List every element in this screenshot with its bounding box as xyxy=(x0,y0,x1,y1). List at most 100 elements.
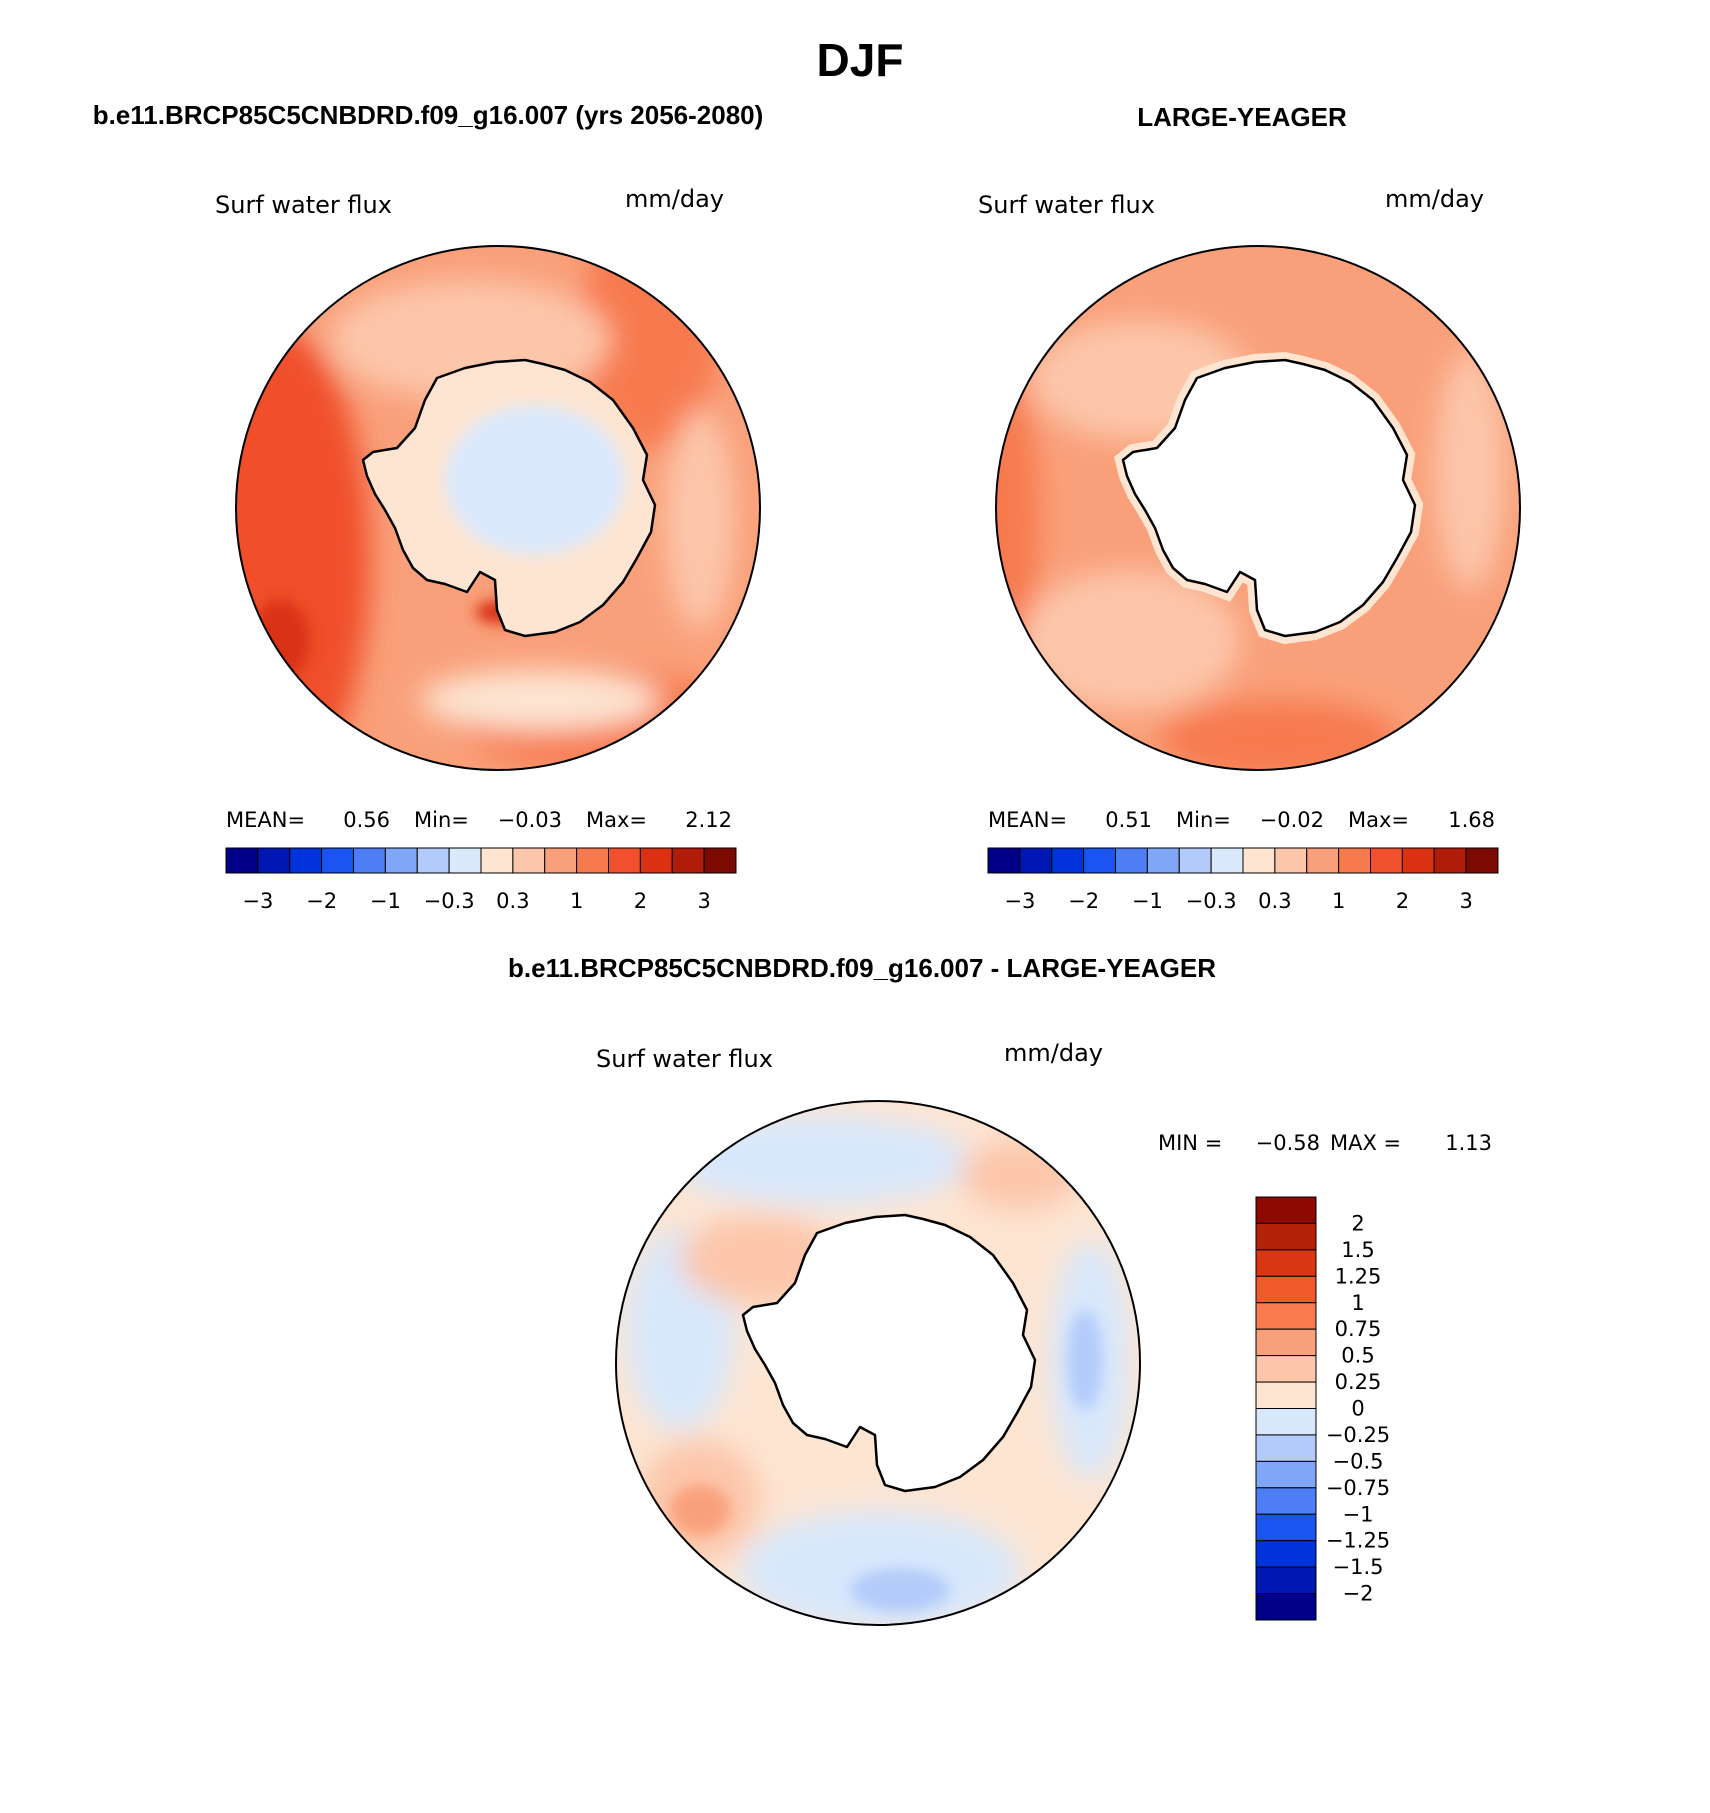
colorbar-tick-label: −1 xyxy=(370,889,401,913)
colorbar-swatch xyxy=(1306,847,1340,874)
colorbar-tick-label: 0.25 xyxy=(1335,1370,1382,1394)
stats-left: MEAN= 0.56 Min= −0.03 Max= 2.12 xyxy=(226,808,732,832)
colorbar-tick-label: −2 xyxy=(1343,1582,1374,1606)
colorbar-tick-label: 0 xyxy=(1351,1397,1364,1421)
colorbar-diff: 2 1.51.25 10.75 0.50.25 0−0.25−0.5 −0.75−1 −1.… xyxy=(1255,1196,1390,1621)
stat-max-label: Max= xyxy=(586,808,647,832)
colorbar-tick-label: 2 xyxy=(634,889,647,913)
stat-max-label: MAX = xyxy=(1330,1131,1401,1155)
panel-diff-variable: Surf water flux xyxy=(596,1045,773,1073)
colorbar-tick-label: 2 xyxy=(1396,889,1409,913)
colorbar-tick-label: 1 xyxy=(1332,889,1345,913)
colorbar-swatch xyxy=(703,847,737,874)
panel-right-header: LARGE-YEAGER xyxy=(1137,102,1347,132)
map-left xyxy=(236,246,760,770)
panel-diff-header: b.e11.BRCP85C5CNBDRD.f09_g16.007 - LARGE… xyxy=(508,953,1216,983)
stats-diff: MIN = −0.58 MAX = 1.13 xyxy=(1158,1131,1492,1155)
colorbar-swatch xyxy=(321,847,354,874)
colorbar-swatch xyxy=(416,847,450,874)
colorbar-swatch xyxy=(639,847,673,874)
colorbar-tick-label: 3 xyxy=(697,889,710,913)
colorbar-swatch xyxy=(480,847,514,874)
colorbar-tick-label: −0.3 xyxy=(424,889,475,913)
stat-max-value: 1.13 xyxy=(1445,1131,1492,1155)
colorbar-swatch xyxy=(1242,847,1276,874)
stat-min-label: Min= xyxy=(414,808,469,832)
stat-min-value: −0.02 xyxy=(1260,808,1324,832)
colorbar-swatch xyxy=(1255,1249,1317,1277)
colorbar-swatch xyxy=(1255,1302,1317,1330)
colorbar-swatch xyxy=(1370,847,1403,874)
panel-right: LARGE-YEAGER Surf water flux mm/day MEAN… xyxy=(978,102,1521,913)
colorbar-left: −3 −2 −1 −0.3 0.3 1 2 3 xyxy=(225,847,737,913)
colorbar-swatch xyxy=(1255,1381,1317,1409)
colorbar-swatch xyxy=(1210,847,1244,874)
colorbar-tick-label: −3 xyxy=(1004,889,1035,913)
colorbar-swatch xyxy=(608,847,641,874)
colorbar-tick-label: −0.25 xyxy=(1326,1423,1390,1447)
colorbar-tick-label: −1.25 xyxy=(1326,1529,1390,1553)
colorbar-tick-label: 2 xyxy=(1351,1211,1364,1235)
colorbar-swatch xyxy=(1255,1355,1317,1383)
panel-right-variable: Surf water flux xyxy=(978,191,1155,219)
colorbar-swatch xyxy=(1255,1222,1317,1251)
colorbar-tick-label: −1.5 xyxy=(1333,1555,1384,1579)
colorbar-tick-label: −1 xyxy=(1343,1502,1374,1526)
stat-min-value: −0.58 xyxy=(1256,1131,1320,1155)
colorbar-swatch xyxy=(1255,1513,1317,1542)
colorbar-swatch xyxy=(1255,1328,1317,1357)
colorbar-swatch xyxy=(1255,1460,1317,1489)
colorbar-swatch xyxy=(225,847,259,874)
panel-left: b.e11.BRCP85C5CNBDRD.f09_g16.007 (yrs 20… xyxy=(93,100,764,913)
colorbar-tick-label: −2 xyxy=(306,889,337,913)
colorbar-tick-label: 1 xyxy=(1351,1291,1364,1315)
colorbar-swatch xyxy=(1083,847,1116,874)
panel-diff-units: mm/day xyxy=(1004,1039,1103,1067)
stats-right: MEAN= 0.51 Min= −0.02 Max= 1.68 xyxy=(988,808,1495,832)
panel-diff: b.e11.BRCP85C5CNBDRD.f09_g16.007 - LARGE… xyxy=(508,953,1492,1626)
panel-left-header: b.e11.BRCP85C5CNBDRD.f09_g16.007 (yrs 20… xyxy=(93,100,764,130)
colorbar-swatch xyxy=(1255,1487,1317,1515)
colorbar-swatch xyxy=(448,847,482,874)
colorbar-swatch xyxy=(289,847,323,874)
colorbar-tick-label: 3 xyxy=(1459,889,1472,913)
colorbar-swatch xyxy=(1178,847,1212,874)
colorbar-swatch xyxy=(1019,847,1053,874)
colorbar-swatch xyxy=(1115,847,1148,874)
stat-max-value: 1.68 xyxy=(1448,808,1495,832)
colorbar-swatch xyxy=(1051,847,1085,874)
colorbar-swatch xyxy=(1255,1408,1317,1436)
colorbar-swatch xyxy=(257,847,291,874)
colorbar-tick-label: 0.75 xyxy=(1335,1317,1382,1341)
colorbar-tick-label: −0.3 xyxy=(1186,889,1237,913)
colorbar-swatch xyxy=(1255,1275,1317,1304)
colorbar-tick-label: 0.3 xyxy=(496,889,529,913)
stat-mean-label: MEAN= xyxy=(226,808,305,832)
colorbar-tick-label: 1.25 xyxy=(1335,1264,1382,1288)
colorbar-swatch xyxy=(1255,1540,1317,1568)
colorbar-swatch xyxy=(1433,847,1467,874)
stat-mean-value: 0.56 xyxy=(343,808,390,832)
colorbar-right: −3 −2 −1 −0.3 0.3 1 2 3 xyxy=(987,847,1499,913)
colorbar-swatch xyxy=(544,847,578,874)
colorbar-swatch xyxy=(1255,1593,1317,1621)
colorbar-swatch xyxy=(671,847,705,874)
stat-min-label: MIN = xyxy=(1158,1131,1222,1155)
colorbar-swatch xyxy=(512,847,546,874)
colorbar-tick-label: −2 xyxy=(1068,889,1099,913)
colorbar-swatch xyxy=(576,847,609,874)
colorbar-tick-label: 1.5 xyxy=(1341,1238,1374,1262)
figure-title: DJF xyxy=(817,34,904,86)
stat-mean-value: 0.51 xyxy=(1105,808,1152,832)
colorbar-swatch xyxy=(384,847,418,874)
stat-min-label: Min= xyxy=(1176,808,1231,832)
colorbar-swatch xyxy=(1465,847,1499,874)
panel-left-units: mm/day xyxy=(625,185,724,213)
colorbar-tick-label: 0.5 xyxy=(1341,1344,1374,1368)
colorbar-tick-label: −3 xyxy=(242,889,273,913)
colorbar-tick-label: −0.75 xyxy=(1326,1476,1390,1500)
colorbar-swatch xyxy=(1401,847,1435,874)
colorbar-swatch xyxy=(1338,847,1371,874)
colorbar-swatch xyxy=(353,847,386,874)
